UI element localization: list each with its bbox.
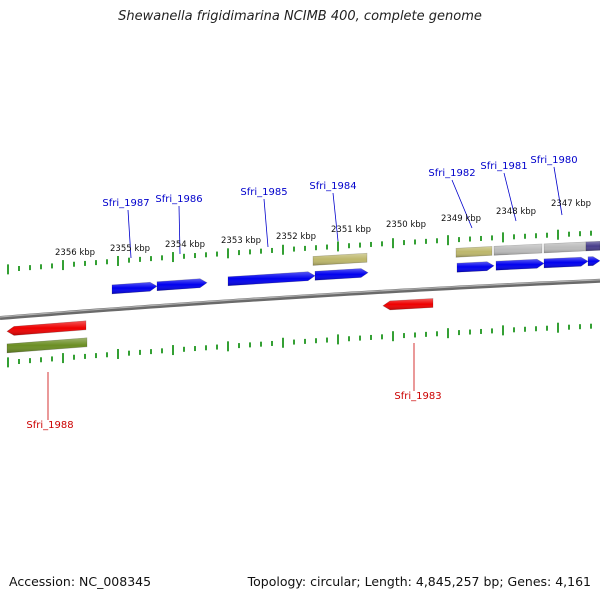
kbp-label: 2349 kbp — [441, 214, 481, 224]
label-leader-line — [332, 192, 339, 242]
label-leader-line — [263, 198, 269, 248]
gene-sfri-1988 — [6, 320, 87, 336]
label-leader-line — [503, 172, 517, 222]
kbp-label: 2355 kbp — [110, 244, 150, 254]
gene-label: Sfri_1987 — [102, 198, 149, 209]
accession-text: Accession: NC_008345 — [9, 574, 152, 589]
label-leader-line — [178, 205, 181, 255]
backbone-line — [0, 278, 600, 320]
gene-sfri-1981 — [495, 258, 545, 271]
topology-text: Topology: circular; Length: 4,845,257 bp… — [247, 574, 591, 589]
kbp-label: 2353 kbp — [221, 236, 261, 246]
gene-label: Sfri_1988 — [26, 420, 73, 431]
gene-sfri-1984 — [314, 268, 369, 281]
gene-sfri-1986 — [156, 278, 208, 292]
gene-feature-edge — [587, 256, 600, 267]
gene-label: Sfri_1984 — [309, 181, 356, 192]
kbp-label: 2356 kbp — [55, 248, 95, 258]
gene-labels: Sfri_1987 Sfri_1986 Sfri_1985 Sfri_1984 Sfri… — [26, 155, 577, 431]
backbone-layer — [0, 278, 600, 320]
gene-label: Sfri_1985 — [240, 187, 287, 198]
gene-sfri-1980 — [543, 256, 589, 269]
kbp-label: 2350 kbp — [386, 220, 426, 230]
kbp-label: 2351 kbp — [331, 225, 371, 235]
gene-label: Sfri_1981 — [480, 161, 527, 172]
gene-sfri-1985 — [227, 271, 316, 287]
label-leader-line — [553, 166, 563, 216]
gene-features — [6, 240, 600, 354]
kbp-labels: 2356 kbp 2355 kbp 2354 kbp 2353 kbp 2352 kbp… — [55, 199, 591, 258]
gene-feature-olive — [6, 337, 88, 354]
kbp-label: 2354 kbp — [165, 240, 205, 250]
backbone-highlight — [0, 279, 600, 318]
label-leaders — [47, 166, 563, 420]
map-title: Shewanella frigidimarina NCIMB 400, comp… — [118, 9, 482, 24]
kbp-label: 2347 kbp — [551, 199, 591, 209]
gene-feature-khaki-1 — [312, 252, 368, 266]
kbp-label: 2348 kbp — [496, 207, 536, 217]
gene-label: Sfri_1980 — [530, 155, 577, 166]
label-leader-line — [127, 209, 132, 259]
gene-feature-gray-1 — [493, 243, 543, 256]
gene-label: Sfri_1983 — [394, 391, 441, 402]
gene-label: Sfri_1986 — [155, 194, 202, 205]
gene-label: Sfri_1982 — [428, 168, 475, 179]
gene-sfri-1987 — [111, 281, 158, 295]
gene-feature-gray-2 — [543, 241, 587, 254]
gene-sfri-1983 — [382, 298, 434, 311]
label-leader-line — [451, 179, 473, 229]
gene-feature-dark — [585, 240, 600, 252]
gene-sfri-1982 — [456, 261, 495, 273]
gene-feature-khaki-2 — [455, 246, 493, 258]
kbp-label: 2352 kbp — [276, 232, 316, 242]
tick-marks — [7, 229, 592, 368]
